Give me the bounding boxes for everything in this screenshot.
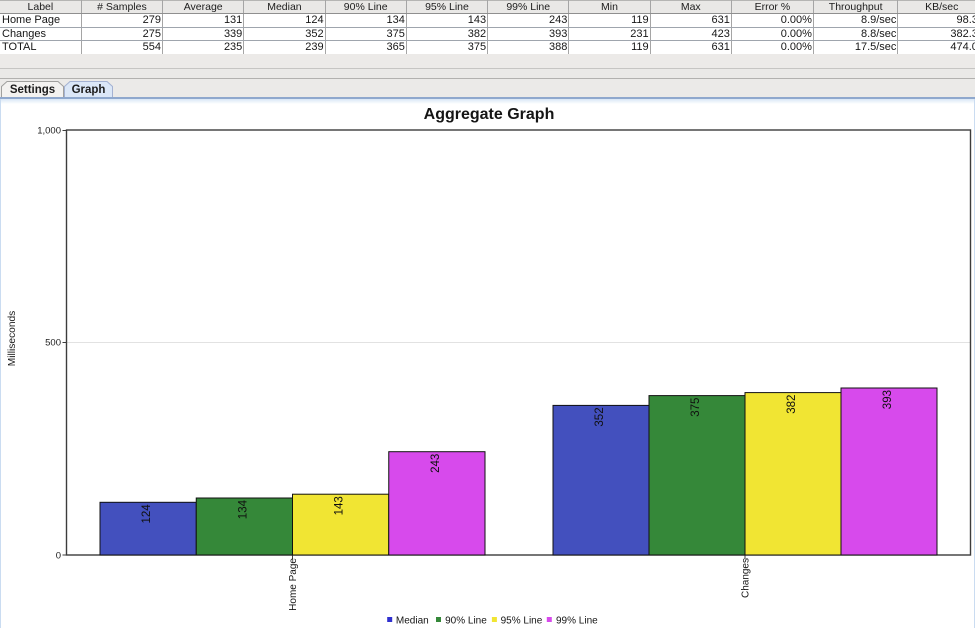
svg-text:0: 0 [56,551,61,562]
svg-text:134: 134 [237,499,249,519]
svg-text:Median: Median [396,616,429,627]
svg-text:393: 393 [882,390,894,409]
svg-text:Graph: Graph [72,84,106,96]
svg-text:Settings: Settings [10,84,55,96]
svg-text:375: 375 [690,398,702,417]
svg-text:124: 124 [141,504,153,524]
svg-text:382: 382 [786,395,798,414]
svg-text:Changes: Changes [741,558,752,598]
svg-text:143: 143 [334,496,346,515]
svg-text:Home Page: Home Page [288,558,299,611]
svg-text:1,000: 1,000 [37,126,61,137]
svg-text:500: 500 [45,338,61,349]
svg-text:99% Line: 99% Line [556,616,598,627]
svg-text:Aggregate Graph: Aggregate Graph [424,106,555,123]
svg-text:352: 352 [594,407,606,426]
svg-text:Milliseconds: Milliseconds [7,311,18,366]
svg-text:90% Line: 90% Line [445,616,487,627]
svg-text:95% Line: 95% Line [501,616,543,627]
svg-text:243: 243 [430,454,442,473]
